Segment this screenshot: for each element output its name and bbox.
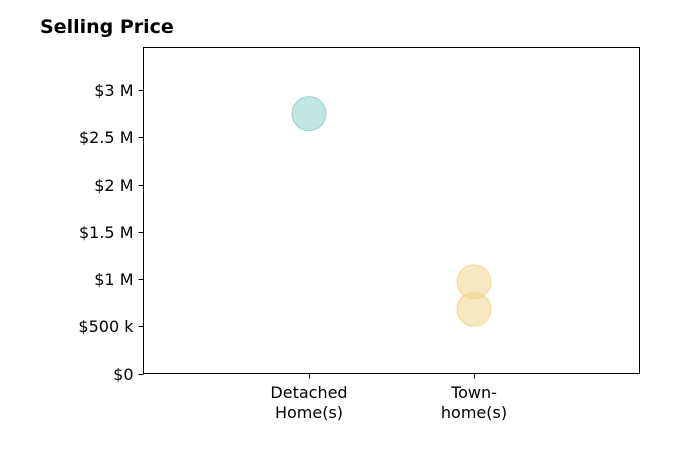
- y-tick-label: $2 M: [94, 176, 133, 195]
- x-tick-label: Town-home(s): [441, 383, 507, 422]
- y-tick-label: $1 M: [94, 270, 133, 289]
- y-tick-label: $1.5 M: [79, 223, 134, 242]
- y-tick-label: $500 k: [78, 317, 134, 336]
- y-tick-label: $0: [113, 365, 133, 384]
- y-tick-label: $2.5 M: [79, 128, 134, 147]
- data-point: [456, 291, 492, 327]
- data-point: [291, 96, 327, 132]
- points-layer: [291, 96, 492, 327]
- plot-area-frame: [143, 47, 640, 374]
- ticks-layer: $0 $500 k $1 M $1.5 M $2 M $2.5 M $3 M Detached…: [78, 81, 507, 422]
- chart-title: Selling Price: [40, 16, 174, 38]
- x-tick-label: Detached Home(s): [270, 383, 347, 422]
- y-tick-label: $3 M: [94, 81, 133, 100]
